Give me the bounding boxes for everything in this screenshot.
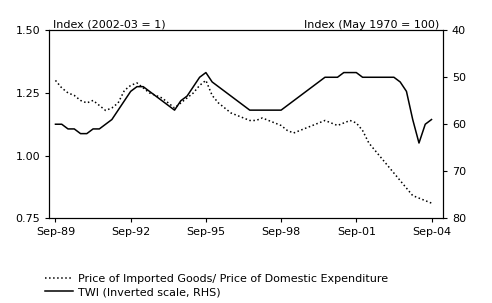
TWI (Inverted scale, RHS)	[53, 122, 59, 126]
Price of Imported Goods/ Price of Domestic Expenditure	[378, 156, 384, 160]
Legend: Price of Imported Goods/ Price of Domestic Expenditure, TWI (Inverted scale, RHS: Price of Imported Goods/ Price of Domest…	[45, 274, 388, 298]
Price of Imported Goods/ Price of Domestic Expenditure	[128, 84, 134, 87]
TWI (Inverted scale, RHS)	[416, 141, 422, 145]
Text: Index (May 1970 = 100): Index (May 1970 = 100)	[304, 20, 439, 30]
TWI (Inverted scale, RHS)	[259, 108, 265, 112]
Price of Imported Goods/ Price of Domestic Expenditure	[278, 124, 284, 127]
Price of Imported Goods/ Price of Domestic Expenditure	[53, 78, 59, 82]
Price of Imported Goods/ Price of Domestic Expenditure	[429, 201, 434, 205]
Price of Imported Goods/ Price of Domestic Expenditure	[140, 86, 146, 90]
Price of Imported Goods/ Price of Domestic Expenditure	[253, 119, 259, 122]
TWI (Inverted scale, RHS)	[284, 104, 290, 107]
Line: TWI (Inverted scale, RHS): TWI (Inverted scale, RHS)	[56, 73, 431, 143]
Text: Index (2002-03 = 1): Index (2002-03 = 1)	[53, 20, 166, 30]
TWI (Inverted scale, RHS)	[429, 118, 434, 121]
TWI (Inverted scale, RHS)	[184, 94, 190, 98]
Price of Imported Goods/ Price of Domestic Expenditure	[184, 96, 190, 100]
TWI (Inverted scale, RHS)	[385, 75, 391, 79]
TWI (Inverted scale, RHS)	[128, 90, 134, 93]
TWI (Inverted scale, RHS)	[203, 71, 209, 75]
TWI (Inverted scale, RHS)	[140, 85, 146, 88]
Line: Price of Imported Goods/ Price of Domestic Expenditure: Price of Imported Goods/ Price of Domest…	[56, 80, 431, 203]
